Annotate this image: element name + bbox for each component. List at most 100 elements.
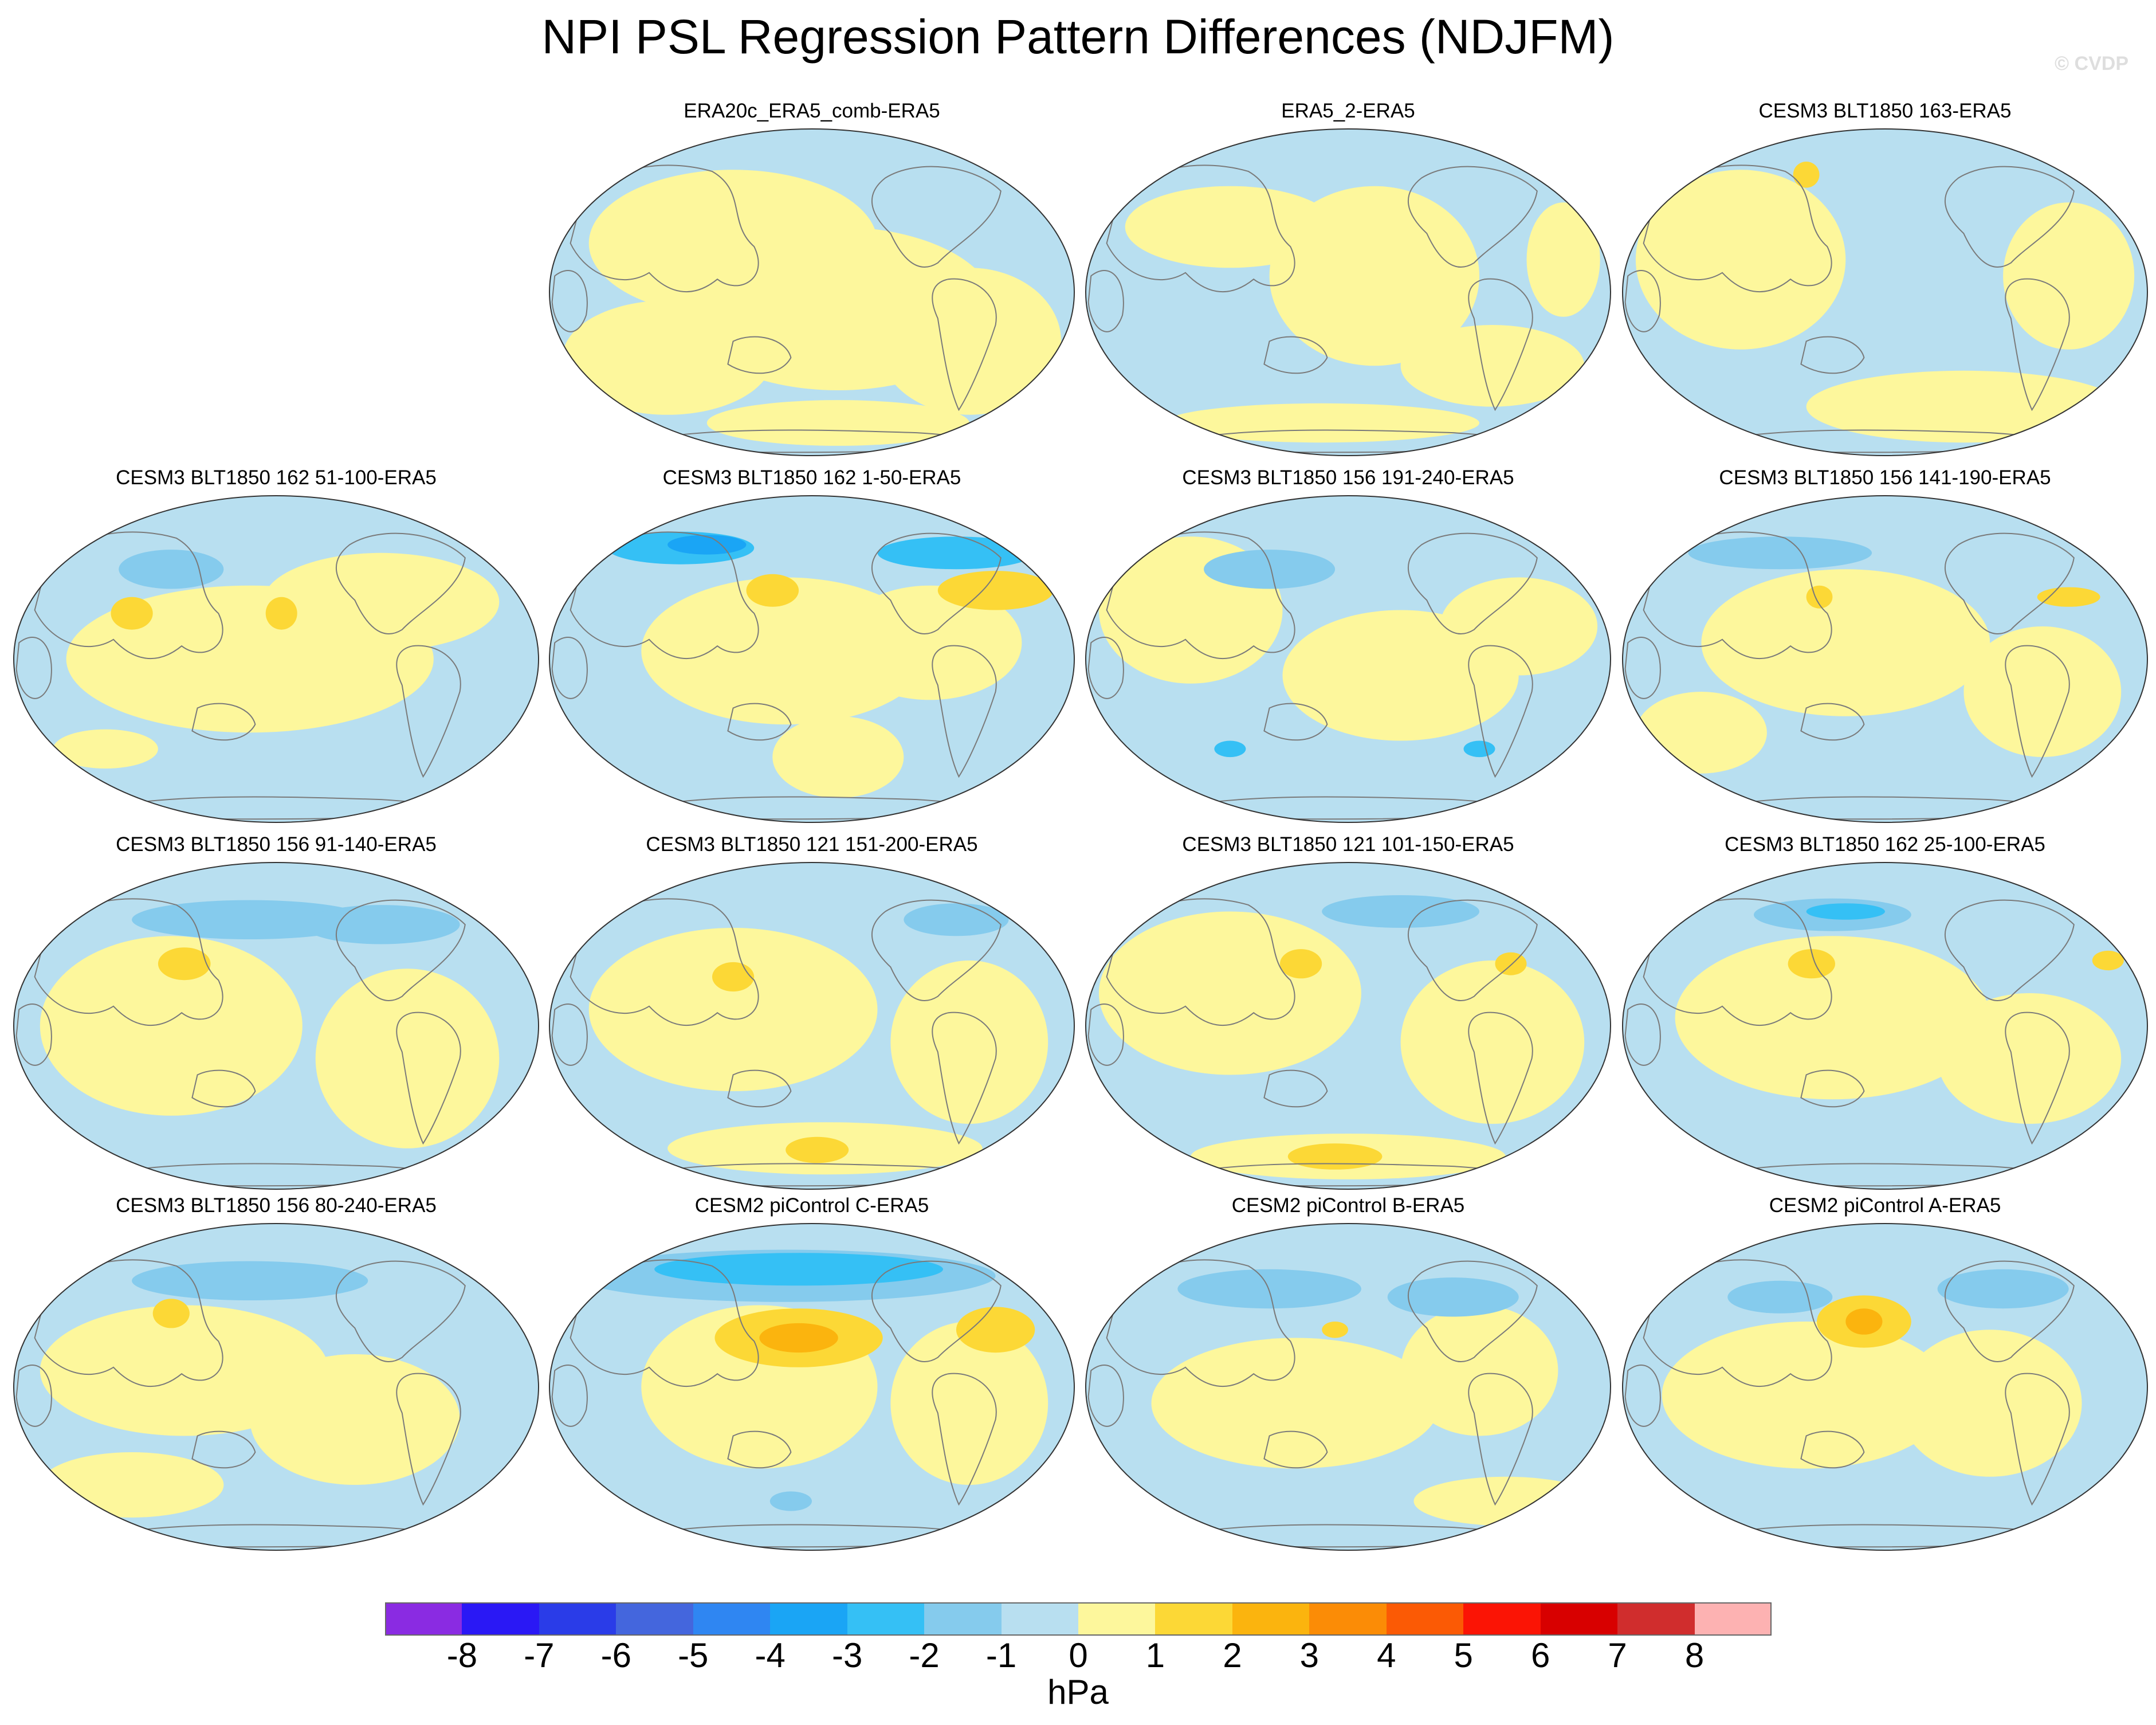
anomaly-region — [667, 535, 747, 555]
coastline — [1263, 1069, 1328, 1108]
colorbar-swatch — [847, 1602, 925, 1636]
anomaly-region — [1675, 936, 1990, 1100]
coastline — [932, 1373, 997, 1506]
coastline — [335, 1260, 466, 1362]
colorbar-tick-label: -3 — [831, 1636, 863, 1675]
coastline — [1944, 899, 2075, 1001]
coastline — [1468, 645, 1533, 778]
coastline — [1263, 703, 1328, 741]
anomaly-region — [1662, 1322, 1951, 1469]
world-map — [13, 862, 539, 1190]
map-border — [1085, 862, 1611, 1190]
anomaly-region — [40, 1452, 224, 1518]
anomaly-region — [890, 1322, 1048, 1485]
colorbar-swatch — [1155, 1602, 1233, 1636]
anomaly-region — [40, 936, 303, 1116]
world-map — [549, 495, 1075, 823]
coastline — [1944, 1260, 2075, 1362]
coastline — [15, 1365, 52, 1427]
anomaly-region — [265, 597, 297, 630]
coastline — [1087, 1365, 1124, 1427]
page-title: NPI PSL Regression Pattern Differences (… — [541, 10, 1615, 64]
coastline — [1624, 1003, 1661, 1066]
map-border — [1622, 1223, 2148, 1551]
colorbar — [385, 1602, 1772, 1636]
coastline — [1468, 1373, 1533, 1506]
colorbar-swatch — [1001, 1602, 1079, 1636]
world-map — [1622, 128, 2148, 456]
colorbar-units: hPa — [1047, 1673, 1109, 1711]
map-border — [549, 495, 1075, 823]
coastline — [2005, 1012, 2070, 1145]
colorbar-tick-label: 5 — [1454, 1636, 1473, 1675]
anomaly-region — [1806, 903, 1885, 920]
anomaly-region — [119, 550, 224, 589]
anomaly-region — [1793, 162, 1820, 188]
world-map — [13, 495, 539, 823]
coastline — [727, 336, 792, 374]
anomaly-region — [152, 1299, 190, 1328]
colorbar-swatch — [1694, 1602, 1772, 1636]
coastline — [1800, 1069, 1865, 1108]
coastline — [2005, 278, 2070, 411]
map-panel: CESM2 piControl C-ERA5 — [548, 1193, 1075, 1560]
panel-title: CESM3 BLT1850 156 141-190-ERA5 — [1719, 466, 2051, 489]
coastline — [1800, 336, 1865, 374]
colorbar-tick-label: 8 — [1684, 1636, 1705, 1675]
colorbar-tick-label: -6 — [600, 1636, 631, 1675]
coastline — [727, 1069, 792, 1108]
panel-title: CESM2 piControl B-ERA5 — [1231, 1194, 1465, 1217]
map-border — [549, 862, 1075, 1190]
panel-title: CESM2 piControl C-ERA5 — [694, 1194, 929, 1217]
map-border — [549, 1223, 1075, 1551]
anomaly-region — [1495, 952, 1527, 975]
map-panel: CESM3 BLT1850 156 191-240-ERA5 — [1085, 465, 1612, 832]
map-border — [13, 1223, 539, 1551]
map-border — [13, 495, 539, 823]
coastline — [1106, 164, 1295, 292]
colorbar-tick-label: 1 — [1145, 1636, 1165, 1675]
anomaly-region — [562, 300, 773, 415]
world-map — [549, 862, 1075, 1190]
anomaly-region — [1963, 626, 2122, 757]
colorbar-tick-label: 7 — [1608, 1636, 1627, 1675]
panel-title: CESM2 piControl A-ERA5 — [1769, 1194, 2001, 1217]
map-panel: ERA5_2-ERA5 — [1085, 99, 1612, 465]
map-panel: CESM3 BLT1850 156 80-240-ERA5 — [13, 1193, 540, 1560]
colorbar-swatch — [1386, 1602, 1464, 1636]
coastline — [1624, 270, 1661, 332]
panel-title: CESM3 BLT1850 162 51-100-ERA5 — [116, 466, 437, 489]
world-map — [1085, 495, 1611, 823]
coastline — [1087, 1003, 1124, 1066]
anomaly-region — [132, 1261, 368, 1300]
coastline — [1800, 1430, 1865, 1469]
map-panel: CESM3 BLT1850 162 51-100-ERA5 — [13, 465, 540, 832]
coastline — [932, 645, 997, 778]
panel-title: CESM3 BLT1850 156 191-240-ERA5 — [1182, 466, 1514, 489]
coastline — [1468, 278, 1533, 411]
coastline — [871, 166, 1002, 268]
anomaly-region — [654, 1253, 943, 1286]
world-map — [1622, 495, 2148, 823]
map-panel: CESM3 BLT1850 121 101-150-ERA5 — [1085, 832, 1612, 1199]
world-map — [549, 1223, 1075, 1551]
colorbar-swatch — [1232, 1602, 1310, 1636]
coastline — [1643, 531, 1832, 659]
colorbar-tick-label: -8 — [446, 1636, 478, 1675]
anomaly-region — [1845, 1308, 1883, 1335]
world-map — [13, 1223, 539, 1551]
anomaly-region — [890, 960, 1048, 1124]
panel-title: CESM3 BLT1850 121 151-200-ERA5 — [646, 833, 978, 856]
panel-title: ERA20c_ERA5_comb-ERA5 — [684, 100, 940, 122]
anomaly-region — [956, 1307, 1035, 1353]
coastline — [871, 899, 1002, 1001]
anomaly-region — [1322, 1322, 1348, 1338]
colorbar-tick-label: -1 — [985, 1636, 1017, 1675]
colorbar-swatch — [1463, 1602, 1541, 1636]
anomaly-region — [588, 928, 878, 1091]
coastline — [396, 645, 461, 778]
map-border — [1622, 495, 2148, 823]
coastline — [1263, 336, 1328, 374]
anomaly-region — [1727, 1280, 1833, 1314]
coastline — [1624, 637, 1661, 699]
